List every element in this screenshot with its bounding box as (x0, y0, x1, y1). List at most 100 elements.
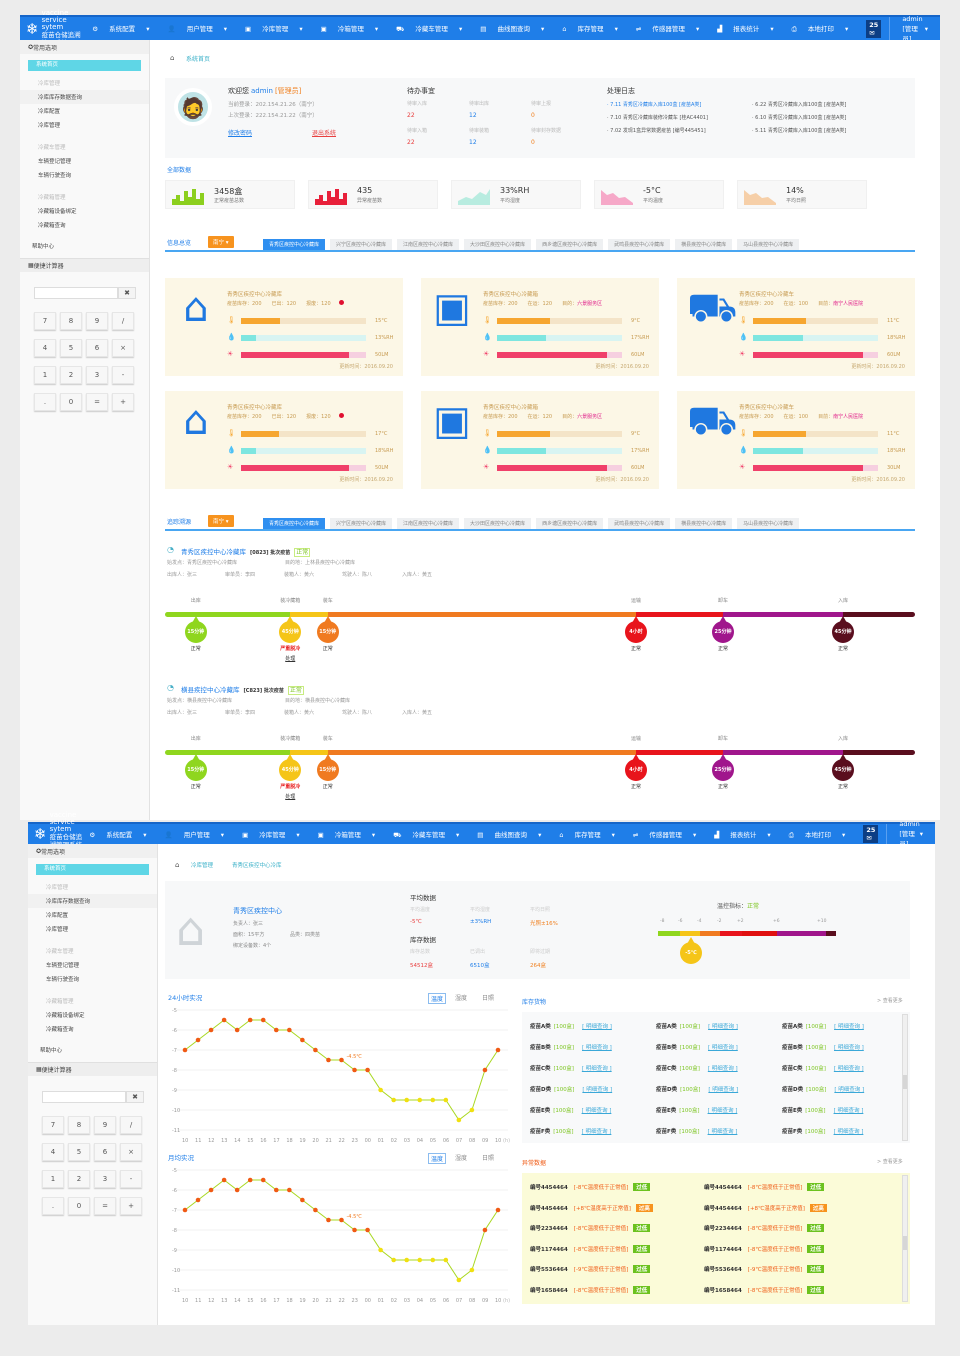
calculator-key[interactable]: 2 (60, 366, 82, 384)
abnormal-tag[interactable]: 过低 (633, 1265, 651, 1273)
calculator-key[interactable]: 8 (68, 1116, 90, 1134)
calculator-key[interactable]: 4 (34, 339, 56, 357)
detail-query-link[interactable]: [ 明细查询 ] (833, 1129, 864, 1135)
todo-count[interactable]: 0 (531, 112, 535, 119)
calculator-key[interactable]: 3 (86, 366, 108, 384)
inventory-scrollbar[interactable] (902, 1014, 908, 1141)
location-tab[interactable]: 横县疾控中心冷藏库 (675, 518, 733, 529)
calculator-key[interactable]: 7 (42, 1116, 64, 1134)
nav-item-gear[interactable]: ⚙ 系统配置 ▾ (89, 829, 155, 840)
detail-query-link[interactable]: [ 明细查询 ] (834, 1045, 864, 1051)
stage-duration-marker[interactable]: 15分钟 (316, 616, 339, 643)
abnormal-tag[interactable]: 过高 (635, 1203, 653, 1212)
change-password-link[interactable]: 修改密码 (228, 130, 253, 137)
detail-query-link[interactable]: [ 明细查询 ] (833, 1108, 864, 1114)
todo-count[interactable]: 12 (469, 112, 477, 119)
sidebar-item-help[interactable]: 帮助中心 (40, 1048, 63, 1054)
stage-duration-marker[interactable]: 45分钟 (832, 616, 854, 643)
abnormal-tag[interactable]: 过低 (807, 1244, 825, 1253)
location-tab[interactable]: 武鸣县疾控中心冷藏库 (608, 239, 671, 250)
location-tab[interactable]: 兴宁区疾控中心冷藏库 (330, 518, 393, 529)
nav-item-home[interactable]: ⌂ 库存管理 ▾ (559, 829, 624, 840)
calculator-display[interactable] (42, 1091, 126, 1103)
calculator-key[interactable]: × (120, 1143, 142, 1161)
sidebar-item[interactable]: 车辆登记管理 (46, 963, 80, 969)
abnormal-more-link[interactable]: > 查看更多 (877, 1159, 903, 1165)
breadcrumb-current[interactable]: 青秀区疾控中心冷库 (232, 863, 282, 869)
nav-item-chart[interactable]: ▤ 曲线图查询 ▾ (477, 829, 550, 840)
stage-duration-marker[interactable]: 15分钟 (184, 754, 207, 781)
todo-count[interactable]: 12 (469, 139, 477, 146)
detail-query-link[interactable]: [ 明细查询 ] (834, 1087, 865, 1093)
device-card[interactable]: ▣ 青秀区疾控中心冷藏箱 疫苗库存：200 在运：120 目的：六景服务区 🌡 9°C 💧 17… (421, 278, 659, 376)
calculator-clear-button[interactable]: ✖ (126, 1091, 144, 1103)
nav-item-sensor[interactable]: ⇌ 传感器管理 ▾ (636, 23, 708, 34)
abnormal-tag[interactable]: 过低 (807, 1285, 825, 1294)
calculator-display[interactable] (34, 287, 118, 299)
location-tab[interactable]: 武鸣县疾控中心冷藏库 (608, 518, 671, 529)
device-card[interactable]: ⌂ 青秀区疾控中心冷藏库 疫苗库存：200 已出：120 报废：120 🌡 17°C 💧 18%… (165, 391, 403, 489)
nav-item-warehouse[interactable]: ▣ 冷库管理 ▾ (242, 829, 309, 840)
detail-query-link[interactable]: [ 明细查询 ] (708, 1024, 738, 1030)
chart-tab-2[interactable]: 日照 (482, 1155, 495, 1162)
message-badge[interactable]: 25 ✉ (866, 19, 882, 38)
location-tab[interactable]: 大沙田区疾控中心冷藏库 (464, 239, 532, 250)
breadcrumb[interactable]: 系统首页 (186, 56, 211, 63)
user-menu[interactable]: admin [管理员] ▾ (889, 15, 940, 43)
todo-count[interactable]: 22 (407, 112, 415, 119)
nav-item-cooler-box[interactable]: ▣ 冷箱管理 ▾ (318, 829, 385, 840)
calculator-key[interactable]: 5 (60, 339, 82, 357)
sidebar-item-home[interactable]: 系统首页 (28, 60, 141, 71)
nav-item-user[interactable]: 👤 用户管理 ▾ (165, 829, 234, 840)
region-dropdown[interactable]: 南宁 ▾ (208, 515, 234, 527)
stage-duration-marker[interactable]: 25分钟 (712, 754, 734, 781)
detail-query-link[interactable]: [ 明细查询 ] (581, 1066, 612, 1072)
log-entry[interactable]: · 5.11 青秀区冷藏库入库100盒 [疫苗A类] (752, 128, 847, 134)
calculator-key[interactable]: 2 (68, 1170, 90, 1188)
calculator-key[interactable]: = (86, 393, 108, 411)
nav-item-chart[interactable]: ▤ 曲线图查询 ▾ (480, 23, 553, 34)
todo-count[interactable]: 22 (407, 139, 415, 146)
device-card[interactable]: ▣ 青秀区疾控中心冷藏箱 疫苗库存：200 在运：120 目的：六景服务区 🌡 9°C 💧 17… (421, 391, 659, 489)
abnormal-tag[interactable]: 过低 (633, 1244, 651, 1253)
nav-item-sensor[interactable]: ⇌ 传感器管理 ▾ (633, 829, 705, 840)
shipment-name[interactable]: 青秀区疾控中心冷藏库 (181, 548, 246, 556)
abnormal-tag[interactable]: 过低 (633, 1224, 651, 1232)
calculator-key[interactable]: . (42, 1197, 64, 1215)
calculator-key[interactable]: = (94, 1197, 116, 1215)
nav-item-truck[interactable]: ⛟ 冷藏车管理 ▾ (396, 23, 471, 34)
calculator-key[interactable]: . (34, 393, 56, 411)
detail-query-link[interactable]: [ 明细查询 ] (582, 1024, 612, 1030)
location-tab[interactable]: 青秀区疾控中心冷藏库 (263, 518, 326, 529)
region-dropdown[interactable]: 南宁 ▾ (208, 236, 234, 248)
detail-query-link[interactable]: [ 明细查询 ] (707, 1129, 738, 1135)
nav-item-truck[interactable]: ⛟ 冷藏车管理 ▾ (393, 829, 468, 840)
chart-tab-1[interactable]: 湿度 (455, 1155, 468, 1162)
shipment-name[interactable]: 横县疾控中心冷藏库 (181, 686, 240, 694)
location-tab[interactable]: 大沙田区疾控中心冷藏库 (464, 518, 532, 529)
stage-duration-marker[interactable]: 45分钟 (279, 754, 302, 781)
todo-count[interactable]: 0 (531, 139, 535, 146)
handle-link[interactable]: 处理 (285, 656, 296, 662)
calculator-key[interactable]: / (120, 1116, 142, 1134)
detail-query-link[interactable]: [ 明细查询 ] (581, 1108, 612, 1114)
stage-duration-marker[interactable]: 15分钟 (316, 754, 339, 781)
calculator-key[interactable]: 0 (60, 393, 82, 411)
detail-query-link[interactable]: [ 明细查询 ] (582, 1045, 612, 1051)
calculator-key[interactable]: 9 (86, 312, 108, 330)
calculator-key[interactable]: 1 (42, 1170, 64, 1188)
sidebar-item[interactable]: 冷库库存数据查询 (28, 894, 157, 908)
calculator-key[interactable]: 4 (42, 1143, 64, 1161)
calculator-key[interactable]: 6 (86, 339, 108, 357)
sidebar-item[interactable]: 车辆行驶查询 (46, 977, 80, 983)
sidebar-item[interactable]: 冷库库存数据查询 (20, 90, 149, 104)
abnormal-tag[interactable]: 过低 (807, 1183, 825, 1191)
detail-query-link[interactable]: [ 明细查询 ] (708, 1045, 738, 1051)
stage-duration-marker[interactable]: 25分钟 (712, 616, 734, 643)
scroll-thumb[interactable] (903, 1075, 907, 1089)
calculator-key[interactable]: 8 (60, 312, 82, 330)
stage-duration-marker[interactable]: 45分钟 (832, 754, 854, 781)
detail-query-link[interactable]: [ 明细查询 ] (581, 1129, 612, 1135)
calculator-key[interactable]: 0 (68, 1197, 90, 1215)
log-entry[interactable]: · 7.10 青秀区冷藏库装修冷藏车 [桂AC4401] (607, 115, 708, 121)
